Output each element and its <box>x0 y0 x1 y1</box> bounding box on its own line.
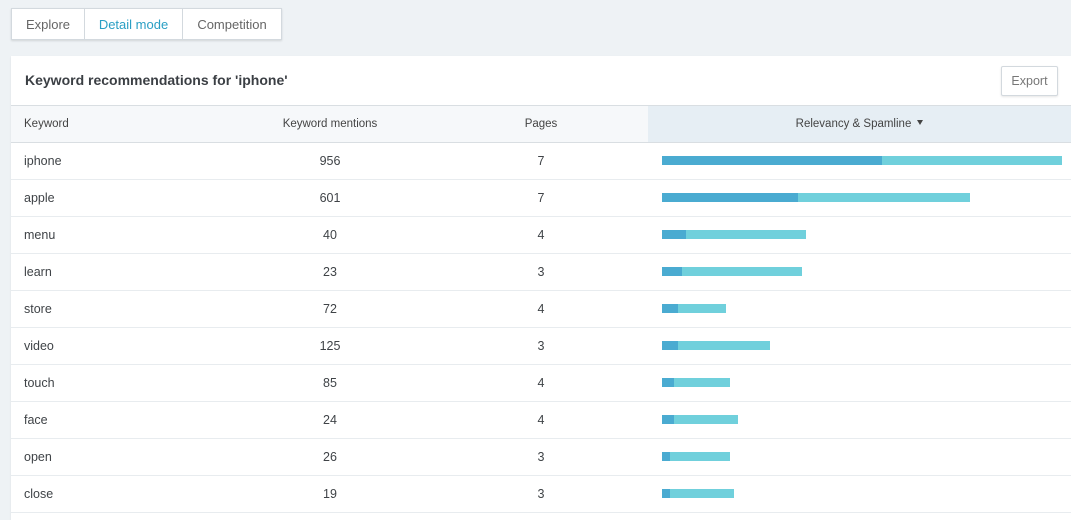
tab-competition[interactable]: Competition <box>197 16 267 32</box>
spamline-bar-segment <box>670 452 730 461</box>
table-row[interactable]: close 19 3 <box>11 476 1071 513</box>
spamline-bar-segment <box>678 341 770 350</box>
relevancy-bar-segment <box>662 267 682 276</box>
pages-cell: 3 <box>537 450 545 464</box>
pages-cell: 3 <box>537 265 545 279</box>
table-row[interactable]: menu 40 4 <box>11 217 1071 254</box>
relevancy-spamline-bar <box>662 193 970 202</box>
spamline-bar-segment <box>674 415 738 424</box>
keyword-mentions-cell: 40 <box>323 228 337 242</box>
keyword-cell: open <box>24 450 52 464</box>
table-row[interactable]: face 24 4 <box>11 402 1071 439</box>
panel-title: Keyword recommendations for 'iphone' <box>25 72 288 88</box>
keyword-mentions-cell: 72 <box>323 302 337 316</box>
keyword-recommendations-panel: Keyword recommendations for 'iphone' Exp… <box>11 56 1071 520</box>
table-row[interactable]: video 125 3 <box>11 328 1071 365</box>
table-row[interactable]: touch 85 4 <box>11 365 1071 402</box>
pages-cell: 4 <box>537 302 545 316</box>
keyword-mentions-cell: 23 <box>323 265 337 279</box>
table-row[interactable]: apple 601 7 <box>11 180 1071 217</box>
relevancy-bar-segment <box>662 156 882 165</box>
tab-detail-mode[interactable]: Detail mode <box>85 9 183 39</box>
table-row[interactable]: open 26 3 <box>11 439 1071 476</box>
relevancy-bar-segment <box>662 489 670 498</box>
keyword-cell: store <box>24 302 52 316</box>
keyword-mentions-cell: 24 <box>323 413 337 427</box>
column-header-keyword-mentions[interactable]: Keyword mentions <box>282 118 378 130</box>
relevancy-bar-segment <box>662 304 678 313</box>
keyword-mentions-cell: 601 <box>319 191 341 205</box>
keyword-cell: close <box>24 487 54 501</box>
spamline-bar-segment <box>678 304 726 313</box>
column-header-pages[interactable]: Pages <box>524 118 558 130</box>
relevancy-spamline-bar <box>662 341 770 350</box>
keyword-cell: learn <box>24 265 52 279</box>
relevancy-bar-segment <box>662 452 670 461</box>
pages-cell: 4 <box>537 413 545 427</box>
spamline-bar-segment <box>798 193 970 202</box>
keyword-cell: iphone <box>24 154 62 168</box>
tab-explore[interactable]: Explore <box>12 9 85 39</box>
keyword-mentions-cell: 956 <box>319 154 341 168</box>
table-row[interactable]: learn 23 3 <box>11 254 1071 291</box>
export-button[interactable]: Export <box>1001 66 1058 96</box>
keyword-cell: menu <box>24 228 56 242</box>
relevancy-spamline-bar <box>662 415 738 424</box>
relevancy-bar-segment <box>662 341 678 350</box>
relevancy-spamline-bar <box>662 304 726 313</box>
spamline-bar-segment <box>674 378 730 387</box>
mode-tabs: Explore Detail mode Competition <box>11 8 282 40</box>
spamline-bar-segment <box>686 230 806 239</box>
column-header-relevancy-spamline[interactable]: Relevancy & Spamline <box>648 106 1071 142</box>
keyword-cell: touch <box>24 376 55 390</box>
keyword-mentions-cell: 85 <box>323 376 337 390</box>
pages-cell: 4 <box>537 228 545 242</box>
relevancy-spamline-bar <box>662 378 730 387</box>
column-header-relevancy-label: Relevancy & Spamline <box>795 118 912 130</box>
keyword-cell: apple <box>24 191 55 205</box>
table-row[interactable]: iphone 956 7 <box>11 143 1071 180</box>
pages-cell: 7 <box>537 154 545 168</box>
table-header: Keyword Keyword mentions Pages Relevancy… <box>11 106 1071 143</box>
keyword-mentions-cell: 19 <box>323 487 337 501</box>
relevancy-bar-segment <box>662 193 798 202</box>
column-header-keyword[interactable]: Keyword <box>24 118 69 130</box>
table-row[interactable]: store 72 4 <box>11 291 1071 328</box>
keyword-cell: video <box>24 339 54 353</box>
keyword-cell: face <box>24 413 48 427</box>
table-body: iphone 956 7 apple 601 7 menu 40 4 learn 23 3 store 7… <box>11 143 1071 513</box>
pages-cell: 4 <box>537 376 545 390</box>
relevancy-spamline-bar <box>662 452 730 461</box>
caret-down-icon <box>917 120 924 125</box>
relevancy-bar-segment <box>662 230 686 239</box>
panel-header: Keyword recommendations for 'iphone' Exp… <box>11 56 1071 106</box>
relevancy-bar-segment <box>662 378 674 387</box>
relevancy-spamline-bar <box>662 230 806 239</box>
keyword-mentions-cell: 125 <box>319 339 341 353</box>
spamline-bar-segment <box>670 489 734 498</box>
keyword-mentions-cell: 26 <box>323 450 337 464</box>
pages-cell: 3 <box>537 487 545 501</box>
pages-cell: 7 <box>537 191 545 205</box>
pages-cell: 3 <box>537 339 545 353</box>
relevancy-spamline-bar <box>662 156 1062 165</box>
spamline-bar-segment <box>682 267 802 276</box>
relevancy-spamline-bar <box>662 267 802 276</box>
relevancy-bar-segment <box>662 415 674 424</box>
relevancy-spamline-bar <box>662 489 734 498</box>
spamline-bar-segment <box>882 156 1062 165</box>
